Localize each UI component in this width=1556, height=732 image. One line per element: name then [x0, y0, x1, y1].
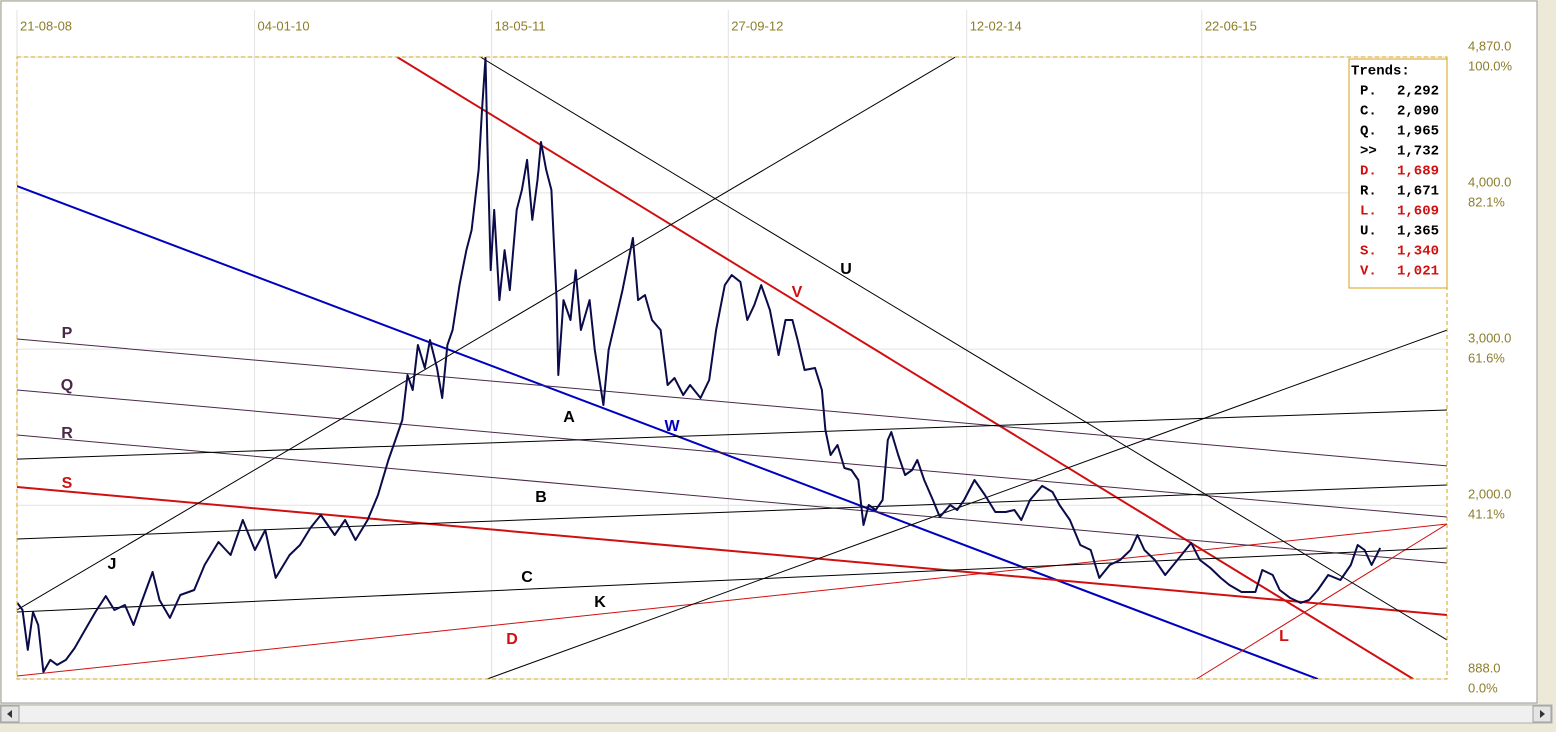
trend-value: 1,732 — [1397, 144, 1439, 160]
x-tick-label: 27-09-12 — [731, 18, 783, 33]
trend-value: 2,292 — [1397, 84, 1439, 100]
trend-value: 1,021 — [1397, 264, 1439, 280]
y-tick-percent: 61.6% — [1468, 351, 1505, 366]
trendline — [17, 434, 1447, 564]
trend-name: D. — [1360, 164, 1377, 180]
trends-title: Trends: — [1351, 64, 1410, 80]
y-tick-label: 3,000.0 — [1468, 331, 1511, 346]
trend-name: >> — [1360, 144, 1377, 160]
y-tick-percent: 41.1% — [1468, 507, 1505, 522]
trendline — [17, 547, 1447, 613]
x-tick-label: 12-02-14 — [970, 18, 1022, 33]
trends-box — [1348, 58, 1448, 289]
trendline-label: P — [62, 325, 73, 342]
y-tick-label: 888.0 — [1468, 660, 1501, 675]
trendline-label: B — [535, 489, 547, 506]
trendline-label: L — [1279, 628, 1289, 645]
y-tick-percent: 100.0% — [1468, 58, 1513, 73]
price-line — [17, 57, 1382, 673]
trendline-label: J — [108, 556, 117, 573]
y-tick-label: 2,000.0 — [1468, 487, 1511, 502]
price-series — [17, 57, 1382, 673]
trendline-label: C — [521, 569, 533, 586]
trendline — [17, 409, 1447, 460]
x-tick-label: 18-05-11 — [495, 18, 546, 33]
trend-name: Q. — [1360, 124, 1377, 140]
trend-name: L. — [1360, 204, 1377, 220]
scrollbar[interactable] — [0, 704, 1553, 724]
arrow-left-icon — [7, 710, 12, 718]
trendline-label: K — [594, 594, 606, 611]
trendline-label: A — [563, 409, 575, 426]
trendline — [396, 57, 1414, 679]
trendline — [17, 57, 956, 611]
trend-value: 1,340 — [1397, 244, 1439, 260]
trendline-label: V — [792, 284, 803, 301]
trend-value: 2,090 — [1397, 104, 1439, 120]
y-tick-percent: 82.1% — [1468, 194, 1505, 209]
arrow-right-icon — [1540, 710, 1545, 718]
trend-value: 1,965 — [1397, 124, 1439, 140]
trendline-label: U — [840, 261, 852, 278]
trend-value: 1,609 — [1397, 204, 1439, 220]
trend-value: 1,671 — [1397, 184, 1439, 200]
labels: 21-08-08 04-01-10 18-05-11 27-09-12 12-02-14… — [20, 18, 1513, 695]
trendline-label: D — [506, 631, 518, 648]
x-tick-label: 21-08-08 — [20, 18, 72, 33]
trendline — [17, 523, 1447, 677]
trendline — [487, 329, 1447, 679]
trend-name: R. — [1360, 184, 1377, 200]
trendline — [17, 338, 1447, 467]
trendline-label: W — [664, 418, 680, 435]
y-tick-percent: 0.0% — [1468, 680, 1498, 695]
plot-border — [16, 56, 1448, 680]
trendline — [17, 486, 1447, 616]
trendline — [17, 185, 1319, 679]
trendline — [17, 484, 1447, 540]
y-tick-label: 4,000.0 — [1468, 174, 1511, 189]
trendlines — [17, 57, 1447, 679]
trendline-label: S — [62, 475, 73, 492]
trend-name: V. — [1360, 264, 1377, 280]
trend-value: 1,689 — [1397, 164, 1439, 180]
trendline-label: R — [61, 425, 73, 442]
trend-name: C. — [1360, 104, 1377, 120]
y-tick-label: 4,870.0 — [1468, 38, 1511, 53]
trend-name: S. — [1360, 244, 1377, 260]
trends-box-content: Trends: P. 2,292 C. 2,090 Q. 1,965 >> 1,732 D. 1,6… — [1351, 64, 1439, 280]
trend-value: 1,365 — [1397, 224, 1439, 240]
trendline-label: Q — [61, 377, 73, 394]
x-tick-label: 22-06-15 — [1205, 18, 1257, 33]
chart-panel — [0, 0, 1538, 704]
x-tick-label: 04-01-10 — [258, 18, 310, 33]
trend-name: P. — [1360, 84, 1377, 100]
trendline — [480, 57, 1447, 641]
trend-name: U. — [1360, 224, 1377, 240]
